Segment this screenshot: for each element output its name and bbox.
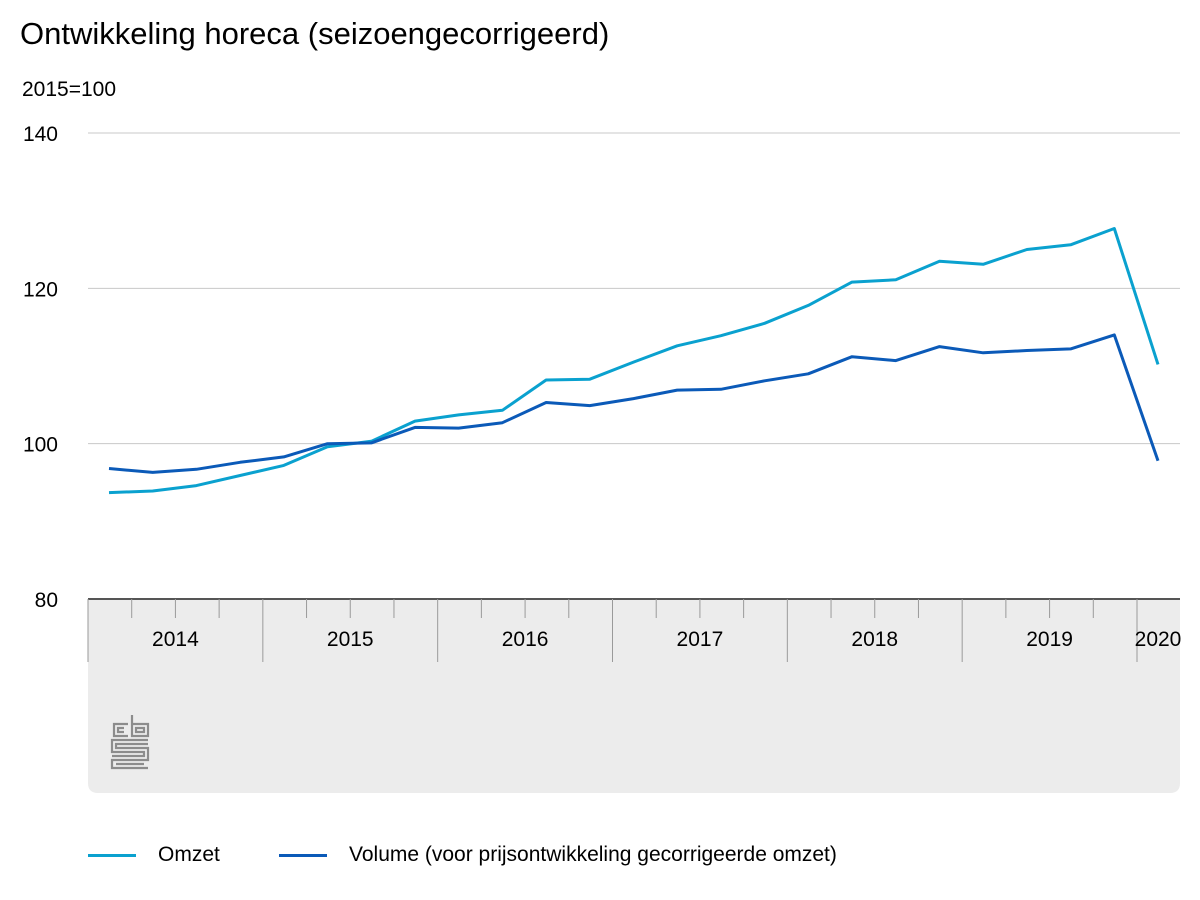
- legend-swatch-volume: [279, 853, 327, 857]
- x-tick-label-2016: 2016: [502, 628, 549, 651]
- legend-label-volume: Volume (voor prijsontwikkeling gecorrige…: [349, 843, 837, 866]
- x-tick-label-2020: 2020: [1135, 628, 1182, 651]
- x-tick-label-2019: 2019: [1026, 628, 1073, 651]
- y-tick-label-100: 100: [23, 434, 58, 457]
- chart-title: Ontwikkeling horeca (seizoengecorrigeerd…: [20, 16, 610, 51]
- series-line-volume: [108, 333, 1160, 474]
- x-tick-label-2015: 2015: [327, 628, 374, 651]
- y-tick-label-80: 80: [35, 589, 58, 612]
- series-line-omzet: [108, 227, 1160, 495]
- legend-swatch-omzet: [88, 853, 136, 857]
- legend-item-omzet: Omzet: [88, 838, 220, 872]
- legend-item-volume: Volume (voor prijsontwikkeling gecorrige…: [279, 838, 837, 872]
- x-axis-band: [88, 599, 1180, 793]
- x-tick-label-2018: 2018: [851, 628, 898, 651]
- y-axis-unit-label: 2015=100: [22, 78, 117, 101]
- cbs-logo-icon: [110, 715, 150, 770]
- x-tick-label-2017: 2017: [677, 628, 724, 651]
- y-tick-label-120: 120: [23, 278, 58, 301]
- legend: Omzet Volume (voor prijsontwikkeling gec…: [0, 838, 1200, 872]
- y-tick-label-140: 140: [23, 123, 58, 146]
- x-tick-label-2014: 2014: [152, 628, 199, 651]
- legend-label-omzet: Omzet: [158, 843, 220, 866]
